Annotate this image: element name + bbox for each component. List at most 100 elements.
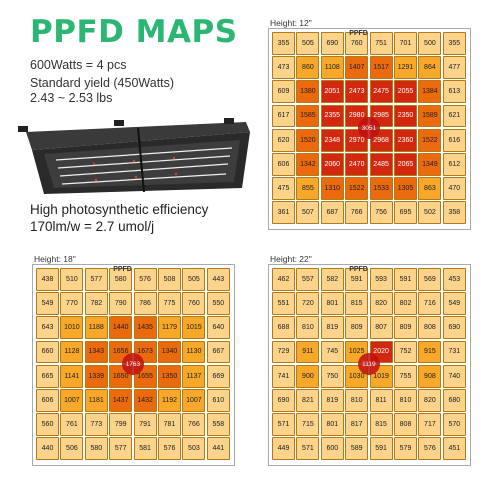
- ppfd-cell: 667: [206, 340, 230, 364]
- ppfd-cell: 577: [109, 437, 133, 461]
- ppfd-cell: 1589: [418, 104, 442, 128]
- ppfd-cell: 760: [182, 292, 206, 315]
- ppfd-cell: 640: [206, 316, 230, 340]
- ppfd-cell: 809: [345, 316, 369, 340]
- ppfd-cell: 438: [36, 268, 59, 291]
- ppfd-cell: 549: [442, 292, 466, 315]
- ppfd-cell: 576: [158, 437, 181, 461]
- ppfd-cell: 688: [272, 316, 295, 340]
- ppfd-cell: 908: [418, 364, 442, 388]
- ppfd-cell: 593: [369, 268, 393, 291]
- ppfd-cell: 361: [272, 201, 295, 225]
- ppfd-cell: 591: [394, 268, 417, 291]
- spec-line-3: 2.43 ~ 2.53 lbs: [30, 91, 113, 105]
- ppfd-cell: 770: [60, 292, 84, 315]
- ppfd-cell: 451: [442, 437, 466, 461]
- ppfd-cell: 473: [272, 56, 295, 79]
- ppfd-cell: 1340: [158, 340, 181, 364]
- ppfd-cell: 606: [36, 389, 59, 412]
- ppfd-cell: 911: [296, 340, 320, 364]
- ppfd-cell: 775: [158, 292, 181, 315]
- spec-line-1: 600Watts = 4 pcs: [30, 58, 127, 72]
- ppfd-cell: 1192: [158, 389, 181, 412]
- ppfd-cell: 1522: [345, 177, 369, 200]
- ppfd-cell: 751: [369, 32, 393, 55]
- ppfd-cell: 580: [109, 268, 133, 291]
- ppfd-cell: 1188: [84, 316, 108, 340]
- ppfd-cell: 549: [36, 292, 59, 315]
- ppfd-cell: 752: [394, 340, 417, 364]
- map-height-label: Height: 18": [34, 254, 76, 264]
- ppfd-cell: 799: [109, 413, 133, 436]
- ppfd-cell: 571: [272, 413, 295, 436]
- ppfd-cell: 717: [418, 413, 442, 436]
- ppfd-cell: 576: [418, 437, 442, 461]
- grow-light-image: [18, 118, 250, 194]
- ppfd-cell: 2350: [394, 104, 417, 128]
- ppfd-cell: 609: [272, 80, 295, 104]
- efficiency-line-1: High photosynthetic efficiency: [30, 202, 209, 217]
- ppfd-cell: 613: [442, 80, 466, 104]
- ppfd-cell: 745: [320, 340, 344, 364]
- ppfd-cell: 1305: [394, 177, 417, 200]
- center-marker: 1119: [357, 353, 380, 376]
- ppfd-cell: 690: [442, 316, 466, 340]
- ppfd-cell: 695: [394, 201, 417, 225]
- ppfd-cell: 750: [320, 364, 344, 388]
- ppfd-cell: 786: [133, 292, 157, 315]
- ppfd-cell: 612: [442, 153, 466, 176]
- ppfd-cell: 1533: [369, 177, 393, 200]
- map-unit-header: PPFD: [349, 266, 368, 273]
- ppfd-cell: 1380: [296, 80, 320, 104]
- ppfd-cell: 610: [206, 389, 230, 412]
- ppfd-cell: 2065: [394, 153, 417, 176]
- ppfd-cell: 589: [345, 437, 369, 461]
- ppfd-cell: 687: [320, 201, 344, 225]
- map-frame: [32, 264, 236, 466]
- center-marker: 3051: [357, 117, 380, 140]
- ppfd-cell: 808: [418, 316, 442, 340]
- ppfd-cell: 1310: [320, 177, 344, 200]
- ppfd-cell: 755: [394, 364, 417, 388]
- ppfd-cell: 1343: [84, 340, 108, 364]
- ppfd-cell: 860: [296, 56, 320, 79]
- ppfd-cell: 766: [345, 201, 369, 225]
- ppfd-cell: 815: [345, 292, 369, 315]
- ppfd-cell: 617: [272, 104, 295, 128]
- ppfd-cell: 809: [394, 316, 417, 340]
- ppfd-cell: 690: [272, 389, 295, 412]
- ppfd-cell: 819: [320, 316, 344, 340]
- ppfd-cell: 1291: [394, 56, 417, 79]
- ppfd-cell: 581: [133, 437, 157, 461]
- ppfd-cell: 620: [272, 128, 295, 152]
- ppfd-cell: 1128: [60, 340, 84, 364]
- ppfd-cell: 2470: [345, 153, 369, 176]
- ppfd-cell: 500: [418, 32, 442, 55]
- ppfd-cell: 720: [296, 292, 320, 315]
- ppfd-cell: 2055: [394, 80, 417, 104]
- ppfd-cell: 1137: [182, 364, 206, 388]
- ppfd-cell: 807: [369, 316, 393, 340]
- ppfd-cell: 2485: [369, 153, 393, 176]
- ppfd-cell: 582: [320, 268, 344, 291]
- ppfd-cell: 1349: [418, 153, 442, 176]
- ppfd-cell: 781: [158, 413, 181, 436]
- ppfd-cell: 510: [60, 268, 84, 291]
- ppfd-cell: 1585: [296, 104, 320, 128]
- ppfd-cell: 2051: [320, 80, 344, 104]
- ppfd-cell: 864: [418, 56, 442, 79]
- ppfd-cell: 731: [442, 340, 466, 364]
- ppfd-cell: 820: [418, 389, 442, 412]
- ppfd-cell: 1407: [345, 56, 369, 79]
- map-frame: [268, 28, 472, 230]
- ppfd-cell: 2060: [320, 153, 344, 176]
- ppfd-cell: 820: [369, 292, 393, 315]
- ppfd-cell: 502: [418, 201, 442, 225]
- ppfd-cell: 690: [320, 32, 344, 55]
- ppfd-cell: 815: [369, 413, 393, 436]
- ppfd-cell: 1384: [418, 80, 442, 104]
- ppfd-cell: 801: [320, 413, 344, 436]
- ppfd-cell: 817: [345, 413, 369, 436]
- ppfd-cell: 503: [182, 437, 206, 461]
- ppfd-cell: 505: [182, 268, 206, 291]
